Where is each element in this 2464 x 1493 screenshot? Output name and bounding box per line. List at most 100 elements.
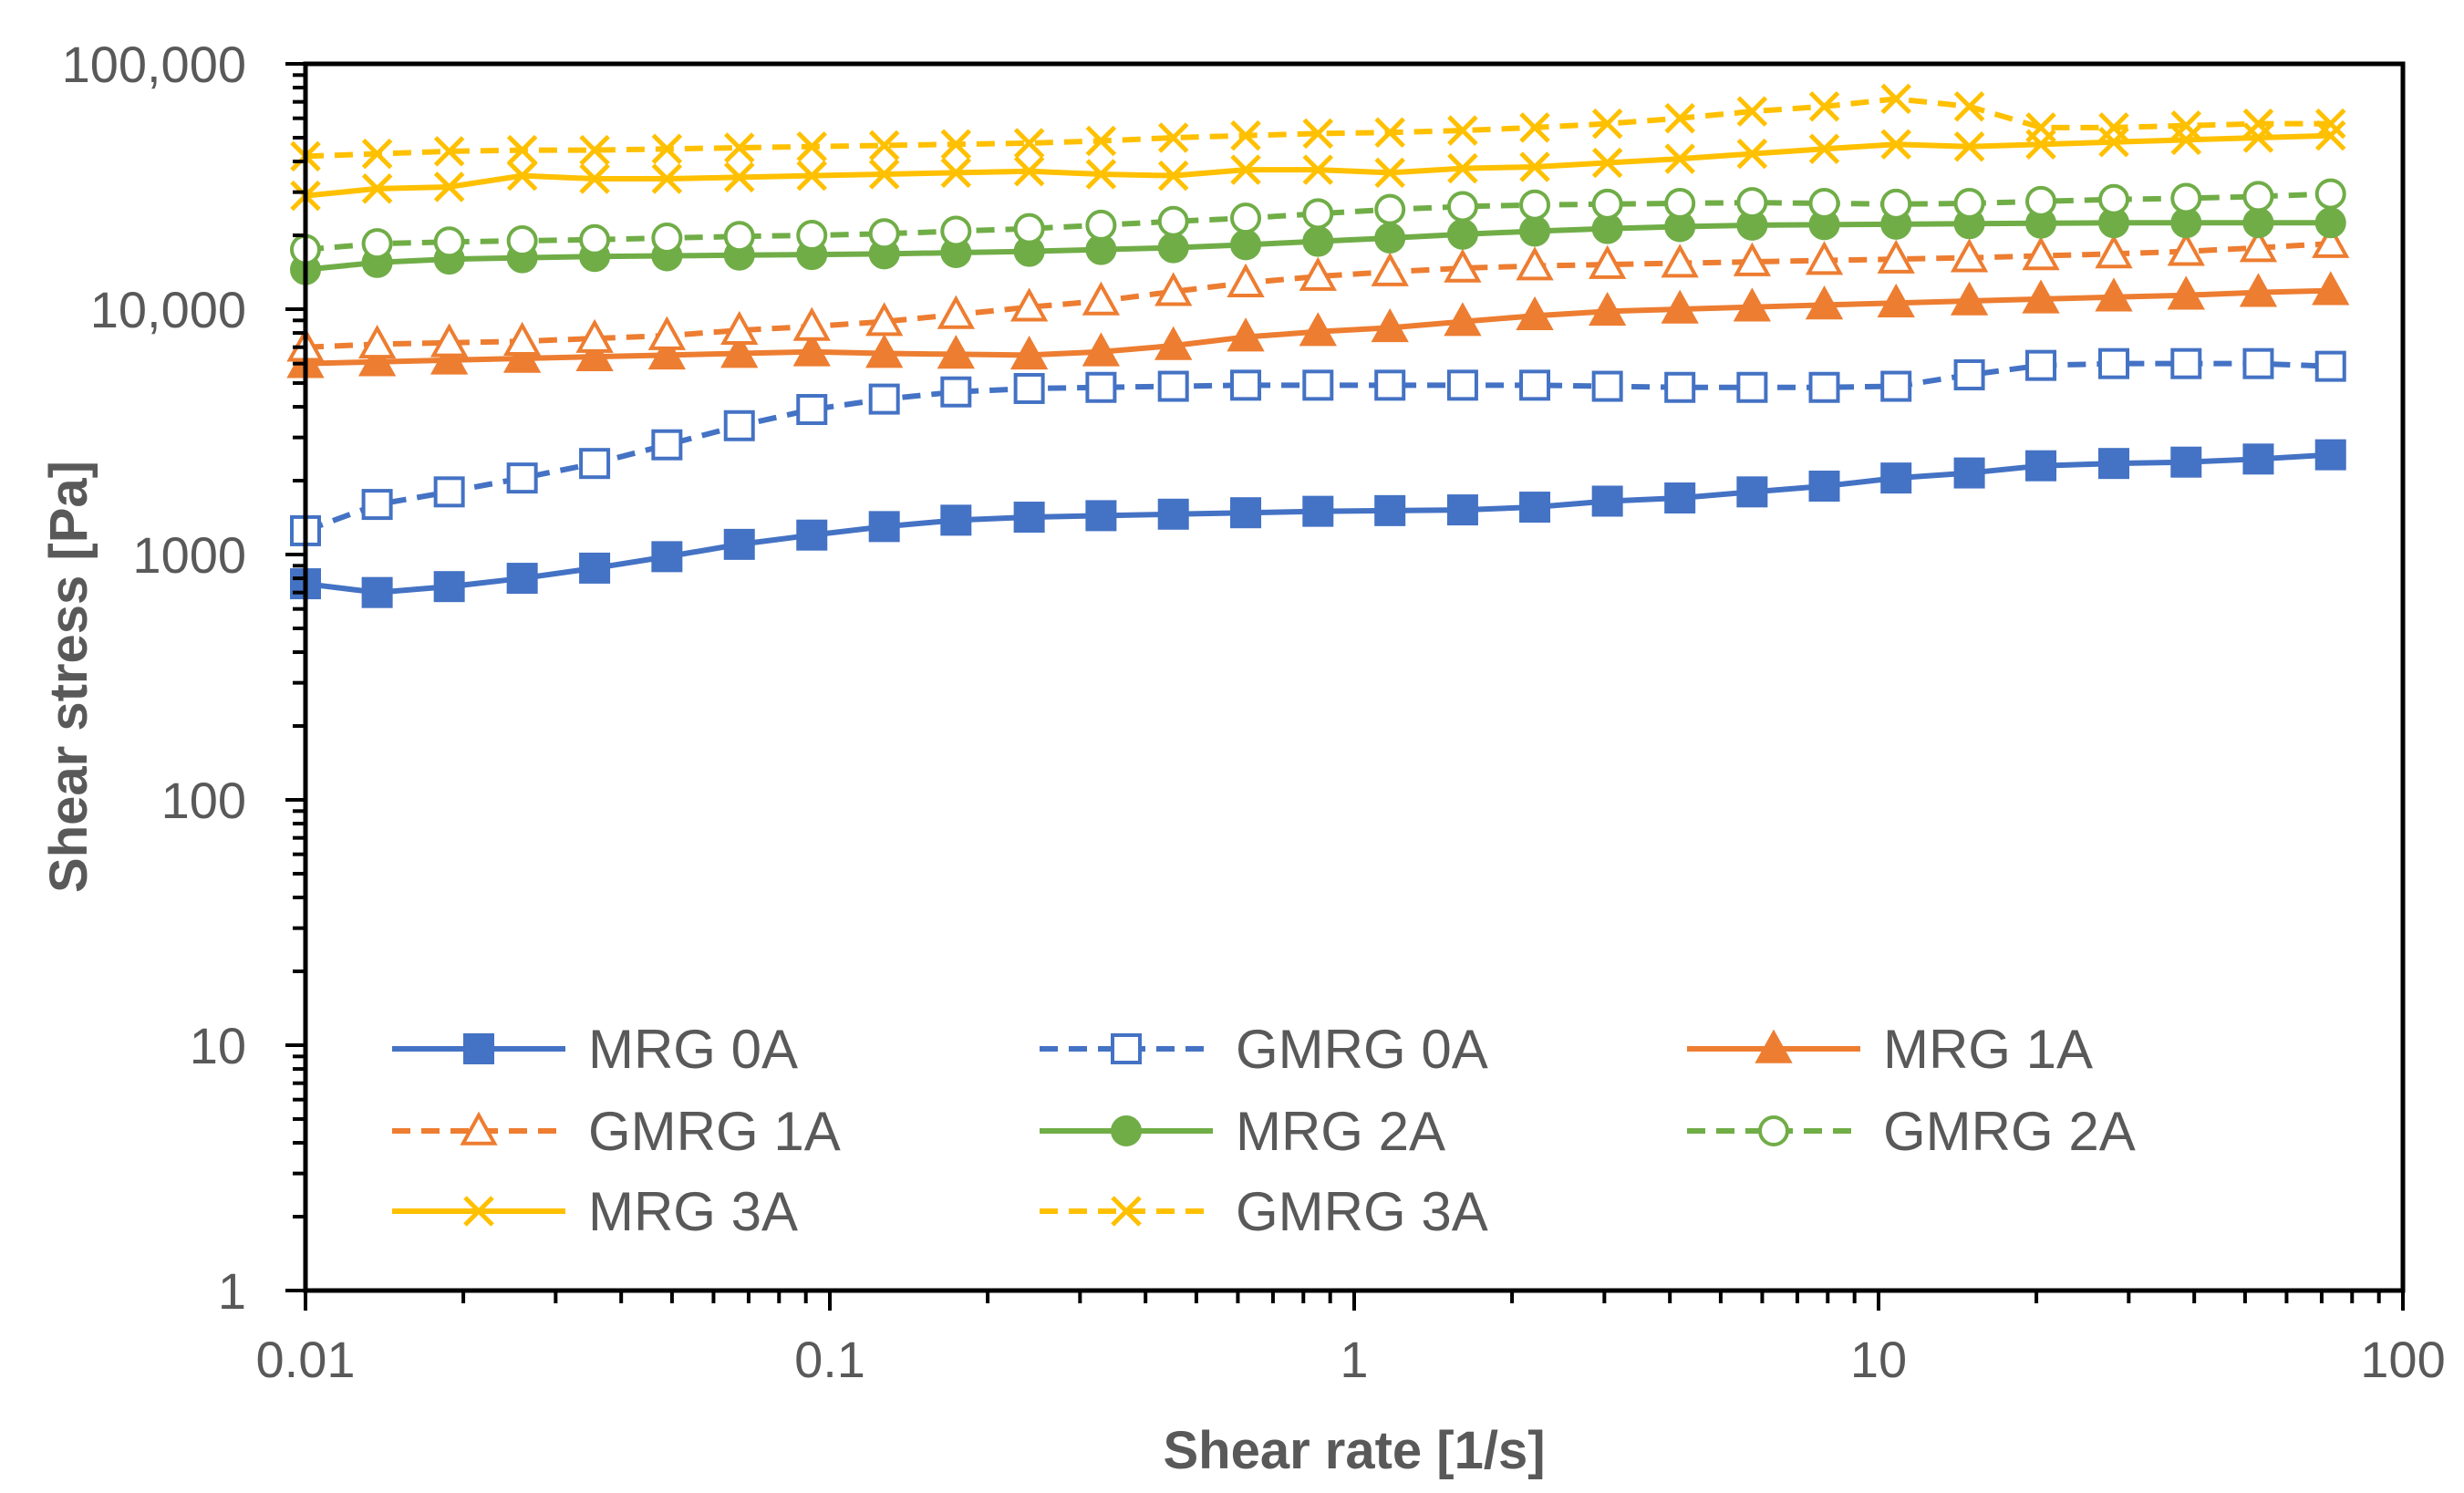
data-point-mrg-2a <box>1374 222 1406 254</box>
data-point-gmrg-1a <box>357 325 397 359</box>
data-point-mrg-0a <box>1808 471 1840 503</box>
data-point-gmrg-0a <box>1880 370 1912 402</box>
data-point-mrg-1a <box>1154 326 1193 360</box>
data-point-mrg-0a <box>506 563 538 595</box>
data-point-mrg-1a <box>1444 302 1482 337</box>
data-point-mrg-3a <box>1519 151 1550 182</box>
data-point-mrg-0a <box>1302 495 1334 527</box>
data-point-mrg-3a <box>1880 129 1911 160</box>
x-tick-label: 100 <box>2360 1331 2445 1388</box>
data-point-mrg-2a <box>2242 207 2274 239</box>
data-point-mrg-0a <box>1446 494 1478 526</box>
data-point-gmrg-0a <box>506 462 538 494</box>
data-point-gmrg-2a <box>2025 185 2057 217</box>
data-point-gmrg-0a <box>1085 371 1117 403</box>
y-tick-label: 100 <box>161 772 246 829</box>
data-point-gmrg-1a <box>1299 256 1337 291</box>
data-point-mrg-0a <box>1157 498 1189 530</box>
legend-entry-mrg-1a: MRG 1A <box>1687 1019 2093 1080</box>
data-point-gmrg-3a <box>1953 91 1985 122</box>
data-point-gmrg-3a <box>2170 109 2202 141</box>
data-point-gmrg-3a <box>2242 108 2274 140</box>
data-point-mrg-3a <box>1447 152 1478 184</box>
data-point-mrg-3a <box>940 157 972 189</box>
data-point-gmrg-2a <box>1664 187 1696 219</box>
data-point-mrg-2a <box>1302 225 1334 257</box>
data-point-mrg-0a <box>1230 497 1262 529</box>
data-point-gmrg-2a <box>1808 187 1840 219</box>
data-point-mrg-0a <box>433 571 465 603</box>
data-point-gmrg-0a <box>1664 371 1696 403</box>
data-point-gmrg-2a <box>796 220 828 252</box>
data-point-gmrg-0a <box>1953 358 1985 390</box>
legend-label: GMRG 0A <box>1236 1019 1488 1080</box>
data-point-mrg-2a <box>1230 229 1262 261</box>
data-point-gmrg-2a <box>1446 191 1478 223</box>
data-point-gmrg-2a <box>579 223 611 255</box>
legend-entry-gmrg-1a: GMRG 1A <box>392 1101 841 1162</box>
data-point-mrg-1a <box>1950 281 1989 316</box>
data-point-gmrg-2a <box>940 215 972 247</box>
series-line-gmrg-1a <box>305 241 2331 350</box>
x-axis-title: Shear rate [1/s] <box>1163 1421 1545 1480</box>
data-point-gmrg-1a <box>1589 244 1627 279</box>
data-point-mrg-3a <box>2098 126 2129 158</box>
data-point-gmrg-0a <box>2025 349 2057 381</box>
data-point-gmrg-1a <box>1950 238 1989 273</box>
data-point-mrg-3a <box>2242 122 2274 153</box>
data-point-gmrg-2a <box>1302 198 1334 230</box>
data-point-mrg-1a <box>1082 332 1121 367</box>
data-point-gmrg-3a <box>651 133 683 165</box>
data-point-mrg-1a <box>502 338 542 373</box>
data-point-mrg-1a <box>1589 291 1627 327</box>
data-point-mrg-1a <box>1661 289 1699 324</box>
data-point-mrg-3a <box>1953 130 1985 162</box>
axes-layer: 1 10 100 1000 10,000 100,000 0.01 0.1 1 10 100 <box>62 36 2446 1388</box>
data-point-gmrg-0a <box>1230 369 1262 401</box>
data-point-mrg-1a <box>2095 277 2133 312</box>
data-point-gmrg-2a <box>651 222 683 254</box>
data-point-mrg-1a <box>2022 279 2060 314</box>
x-tick-label: 0.1 <box>794 1331 865 1388</box>
data-point-gmrg-1a <box>1371 252 1409 286</box>
data-point-gmrg-2a <box>1230 202 1262 234</box>
data-point-mrg-0a <box>2242 443 2274 475</box>
data-point-gmrg-0a <box>361 489 393 521</box>
data-point-gmrg-3a <box>868 130 900 161</box>
legend-entry-mrg-2a: MRG 2A <box>1040 1101 1445 1162</box>
data-point-mrg-1a <box>357 342 397 377</box>
legend-marker <box>1111 1115 1142 1146</box>
legend-marker <box>463 1196 494 1227</box>
series-line-gmrg-2a <box>305 191 2331 253</box>
data-point-mrg-1a <box>792 332 831 367</box>
data-point-gmrg-3a <box>1880 83 1911 115</box>
data-point-mrg-0a <box>2098 448 2130 480</box>
data-point-mrg-1a <box>647 335 687 370</box>
data-point-mrg-3a <box>1736 138 1768 170</box>
data-point-mrg-1a <box>1371 308 1409 343</box>
data-point-mrg-1a <box>720 334 759 368</box>
data-point-gmrg-0a <box>2242 347 2274 379</box>
data-point-mrg-1a <box>1227 317 1265 352</box>
data-point-mrg-3a <box>1230 154 1261 185</box>
data-point-gmrg-1a <box>792 306 831 341</box>
data-point-gmrg-1a <box>1082 281 1121 316</box>
data-point-mrg-3a <box>1157 160 1189 192</box>
data-point-gmrg-3a <box>723 132 755 163</box>
data-point-gmrg-1a <box>2167 232 2205 266</box>
data-point-gmrg-3a <box>796 130 828 162</box>
data-point-gmrg-3a <box>1447 115 1478 146</box>
data-point-gmrg-1a <box>1227 263 1265 297</box>
data-point-gmrg-3a <box>1808 91 1840 122</box>
data-point-gmrg-2a <box>433 226 465 258</box>
data-point-mrg-3a <box>1664 143 1695 174</box>
data-point-mrg-0a <box>651 541 683 573</box>
series-line-gmrg-3a <box>305 96 2331 160</box>
data-point-mrg-3a <box>651 163 683 194</box>
data-point-gmrg-0a <box>2098 347 2130 379</box>
x-tick-label: 10 <box>1850 1331 1907 1388</box>
data-point-mrg-0a <box>1085 500 1117 532</box>
data-point-mrg-1a <box>1299 312 1337 347</box>
data-point-mrg-1a <box>1733 287 1772 322</box>
data-point-gmrg-0a <box>433 476 465 508</box>
